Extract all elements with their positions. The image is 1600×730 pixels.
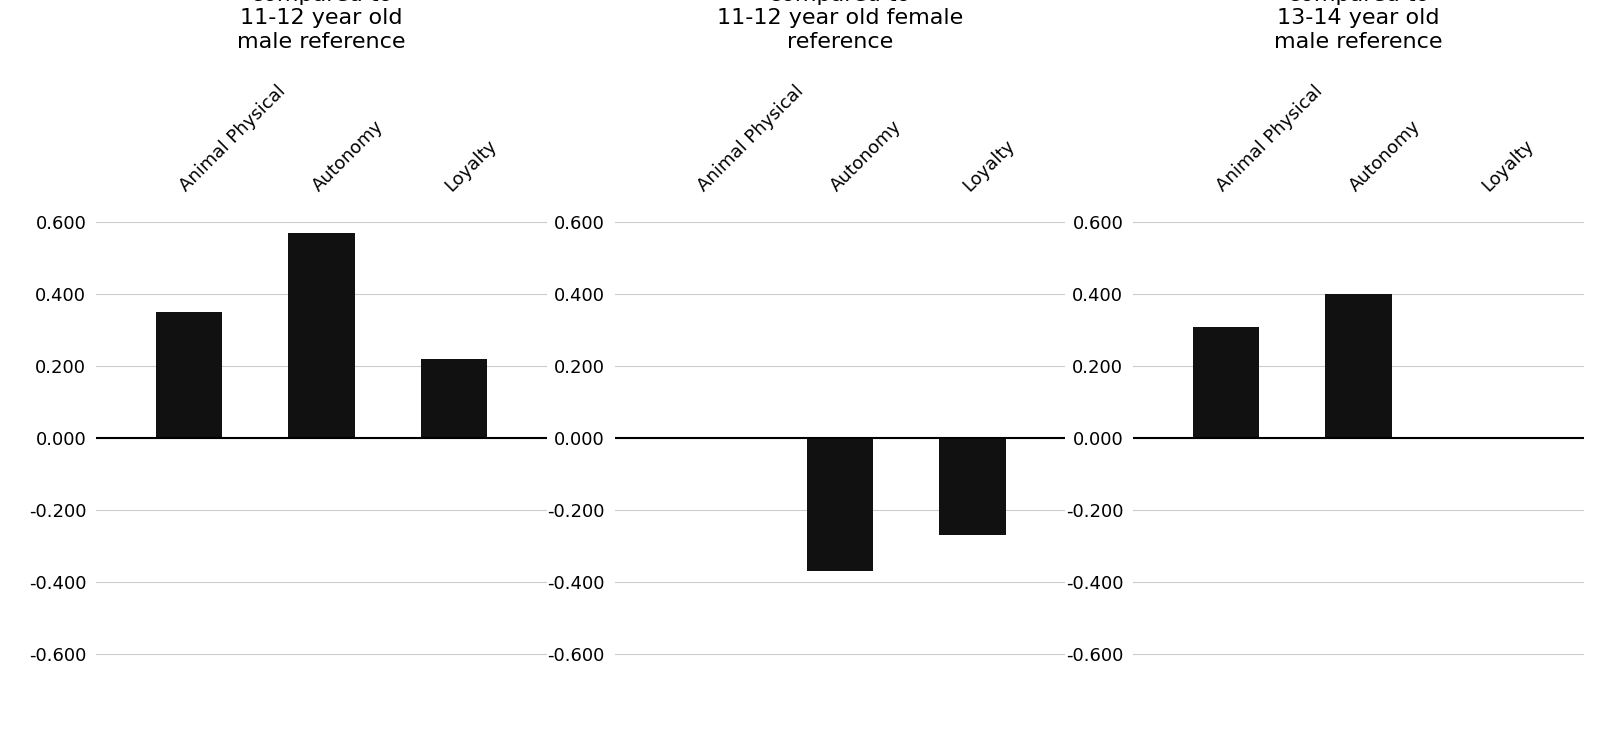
Title: 13-14 year old female
compared to
11-12 year old female
reference: 13-14 year old female compared to 11-12 … <box>717 0 963 52</box>
Title: 11-12 year old female
compared to
11-12 year old
male reference: 11-12 year old female compared to 11-12 … <box>198 0 445 52</box>
Bar <box>421 359 488 438</box>
Bar <box>288 233 355 438</box>
Title: 13-14 year old female
compared to
13-14 year old
male reference: 13-14 year old female compared to 13-14 … <box>1235 0 1482 52</box>
Bar <box>1192 326 1259 438</box>
Bar <box>939 438 1006 535</box>
Bar <box>1325 294 1392 438</box>
Bar <box>806 438 874 571</box>
Bar <box>155 312 222 438</box>
